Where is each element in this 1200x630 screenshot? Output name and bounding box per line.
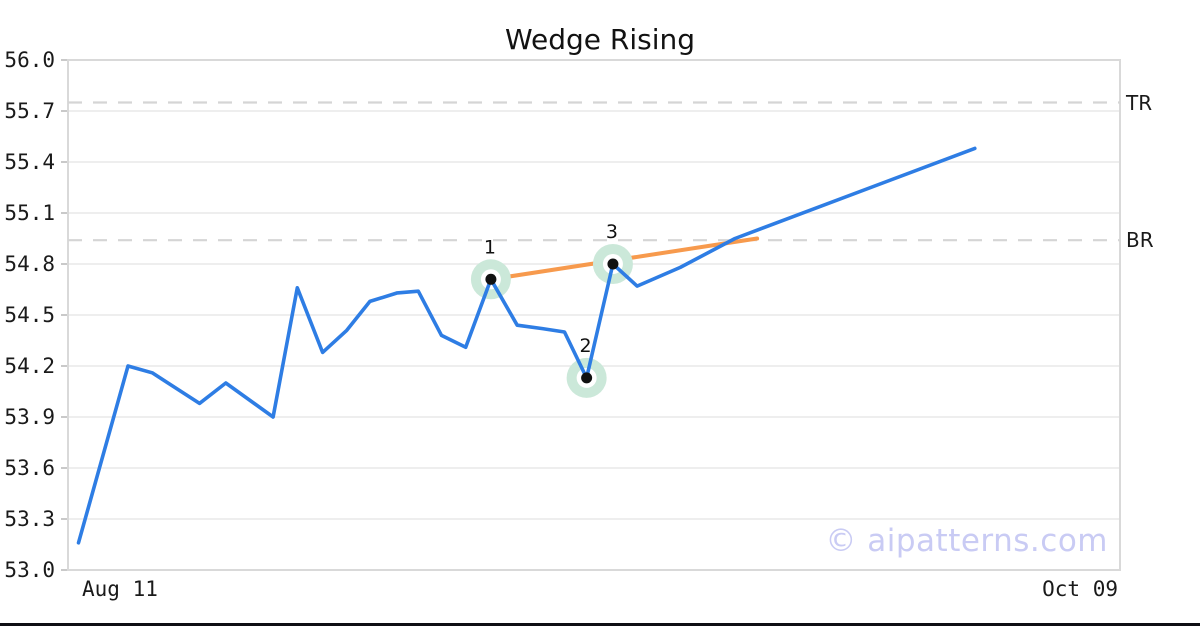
y-tick-label: 53.3 (4, 507, 55, 531)
marker-label: 3 (606, 221, 618, 243)
bottom-border-bar (0, 623, 1200, 626)
x-tick-label-end: Oct 09 (1042, 577, 1118, 601)
watermark: © aipatterns.com (825, 523, 1108, 559)
y-tick-label: 53.6 (4, 456, 55, 480)
chart-title: Wedge Rising (504, 23, 696, 56)
plot-border (67, 59, 1121, 571)
plot-area: 1 2 3 (61, 59, 1121, 571)
marker-dot (607, 258, 619, 270)
marker-label: 1 (484, 236, 496, 258)
x-tick-label-start: Aug 11 (82, 577, 158, 601)
y-tick-label: 54.5 (4, 303, 55, 327)
y-tick-label: 56.0 (4, 48, 55, 72)
marker-label: 2 (580, 335, 592, 357)
price-line (76, 146, 977, 545)
y-tick-label: 55.1 (4, 201, 55, 225)
marker-dot (581, 372, 593, 384)
level-label-br: BR (1126, 228, 1154, 253)
marker-dot (485, 273, 497, 285)
y-tick-label: 54.8 (4, 252, 55, 276)
y-tick-label: 54.2 (4, 354, 55, 378)
level-label-tr: TR (1126, 90, 1153, 115)
y-tick-label: 53.9 (4, 405, 55, 429)
y-tick-label: 55.7 (4, 99, 55, 123)
y-tick-label: 53.0 (4, 558, 55, 582)
y-tick-label: 55.4 (4, 150, 55, 174)
